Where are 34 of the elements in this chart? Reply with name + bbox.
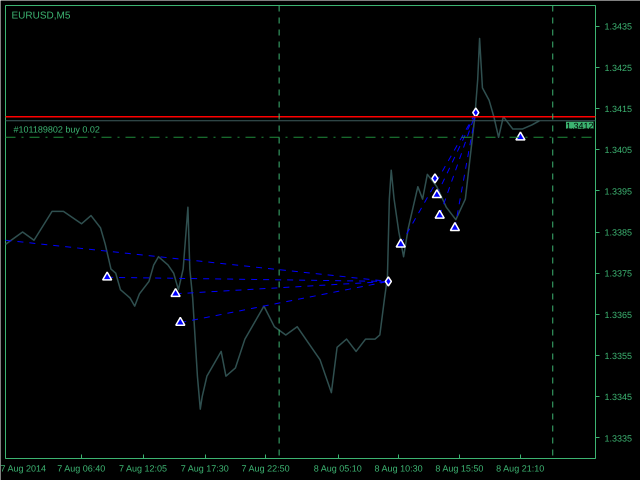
point [170, 288, 181, 298]
x-tick-label: 8 Aug 10:30 [374, 464, 423, 474]
x-tick-label: 7 Aug 22:50 [242, 464, 290, 474]
ref-line-label: 1.3412 [566, 120, 594, 131]
point [431, 173, 439, 184]
x-tick-label: 8 Aug 15:50 [435, 464, 484, 474]
line-series [6, 38, 540, 410]
y-tick-label: 1.3355 [604, 351, 632, 362]
y-tick-label: 1.3345 [604, 392, 632, 402]
x-tick-label: 7 Aug 06:40 [57, 464, 106, 474]
point [432, 188, 442, 198]
point [434, 210, 445, 219]
x-tick-label: 8 Aug 05:10 [314, 464, 362, 474]
y-tick-label: 1.3415 [604, 104, 632, 114]
y-tick-label: 1.3375 [604, 268, 632, 279]
x-tick-label: 7 Aug 12:05 [118, 464, 168, 474]
point [384, 276, 392, 287]
point [102, 271, 112, 281]
point [515, 131, 526, 141]
y-tick-label: 1.3395 [604, 186, 632, 196]
y-tick-label: 1.3425 [604, 62, 632, 73]
y-tick-label: 1.3405 [604, 145, 632, 156]
point [450, 222, 460, 232]
ref-line-label: #101189802 buy 0.02 [14, 124, 100, 134]
x-tick-label: 7 Aug 17:30 [180, 464, 229, 474]
y-tick-label: 1.3435 [604, 22, 632, 32]
text: EURUSD,M5 [12, 10, 71, 22]
y-tick-label: 1.3365 [604, 310, 632, 320]
point [395, 238, 406, 248]
point [175, 316, 186, 326]
x-tick-label: 7 Aug 2014 [0, 464, 46, 474]
y-tick-label: 1.3385 [604, 228, 632, 238]
y-tick-label: 1.3335 [604, 433, 632, 444]
x-tick-label: 8 Aug 21:10 [496, 464, 544, 474]
